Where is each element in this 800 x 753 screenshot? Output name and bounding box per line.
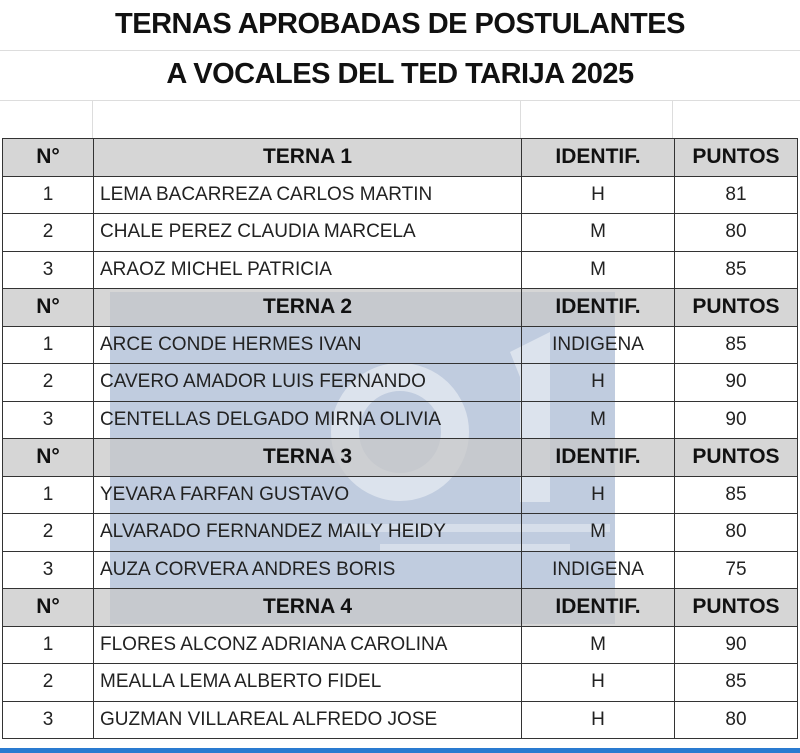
- cell-identification: H: [521, 663, 675, 702]
- cell-identification: H: [521, 175, 675, 214]
- cell-identification: H: [521, 363, 675, 402]
- cell-number: 1: [2, 325, 94, 364]
- cell-number: 3: [2, 400, 94, 439]
- table-row: 3 GUZMAN VILLAREAL ALFREDO JOSE H 80: [2, 700, 798, 739]
- cell-points: 80: [674, 213, 798, 252]
- header-points: PUNTOS: [674, 438, 798, 477]
- header-num: N°: [2, 438, 94, 477]
- cell-points: 85: [674, 475, 798, 514]
- header-ident: IDENTIF.: [521, 438, 675, 477]
- table-row: 2 CAVERO AMADOR LUIS FERNANDO H 90: [2, 363, 798, 402]
- grid-line: [672, 100, 673, 138]
- header-terna: TERNA 3: [93, 438, 522, 477]
- grid-line: [92, 100, 93, 138]
- cell-number: 2: [2, 213, 94, 252]
- table-row: 2 MEALLA LEMA ALBERTO FIDEL H 85: [2, 663, 798, 702]
- header-points: PUNTOS: [674, 138, 798, 177]
- cell-identification: INDIGENA: [521, 550, 675, 589]
- title-line-2: A VOCALES DEL TED TARIJA 2025: [166, 58, 634, 90]
- table-row: 2 ALVARADO FERNANDEZ MAILY HEIDY M 80: [2, 513, 798, 552]
- title-line-1: TERNAS APROBADAS DE POSTULANTES: [115, 8, 685, 40]
- cell-number: 3: [2, 700, 94, 739]
- cell-number: 2: [2, 363, 94, 402]
- cell-points: 90: [674, 363, 798, 402]
- cell-identification: INDIGENA: [521, 325, 675, 364]
- cell-name: GUZMAN VILLAREAL ALFREDO JOSE: [93, 700, 522, 739]
- table-row: 1 FLORES ALCONZ ADRIANA CAROLINA M 90: [2, 625, 798, 664]
- header-num: N°: [2, 288, 94, 327]
- header-terna: TERNA 1: [93, 138, 522, 177]
- divider: [0, 50, 800, 51]
- table-row: 3 CENTELLAS DELGADO MIRNA OLIVIA M 90: [2, 400, 798, 439]
- ternas-table: N° TERNA 1 IDENTIF. PUNTOS 1 LEMA BACARREZA C…: [2, 138, 798, 739]
- table-row: 3 AUZA CORVERA ANDRES BORIS INDIGENA 75: [2, 550, 798, 589]
- terna-header-row: N° TERNA 2 IDENTIF. PUNTOS: [2, 288, 798, 327]
- header-ident: IDENTIF.: [521, 588, 675, 627]
- cell-identification: M: [521, 213, 675, 252]
- header-terna: TERNA 4: [93, 588, 522, 627]
- cell-points: 81: [674, 175, 798, 214]
- cell-points: 85: [674, 663, 798, 702]
- cell-number: 2: [2, 663, 94, 702]
- header-num: N°: [2, 138, 94, 177]
- terna-header-row: N° TERNA 3 IDENTIF. PUNTOS: [2, 438, 798, 477]
- header-ident: IDENTIF.: [521, 138, 675, 177]
- terna-header-row: N° TERNA 1 IDENTIF. PUNTOS: [2, 138, 798, 177]
- cell-points: 90: [674, 400, 798, 439]
- cell-points: 85: [674, 250, 798, 289]
- header-ident: IDENTIF.: [521, 288, 675, 327]
- cell-name: AUZA CORVERA ANDRES BORIS: [93, 550, 522, 589]
- cell-name: ARCE CONDE HERMES IVAN: [93, 325, 522, 364]
- cell-identification: M: [521, 513, 675, 552]
- cell-identification: M: [521, 400, 675, 439]
- bottom-bar: [0, 748, 800, 753]
- header-terna: TERNA 2: [93, 288, 522, 327]
- table-row: 2 CHALE PEREZ CLAUDIA MARCELA M 80: [2, 213, 798, 252]
- cell-name: CHALE PEREZ CLAUDIA MARCELA: [93, 213, 522, 252]
- cell-name: MEALLA LEMA ALBERTO FIDEL: [93, 663, 522, 702]
- cell-number: 1: [2, 625, 94, 664]
- cell-points: 90: [674, 625, 798, 664]
- table-row: 1 ARCE CONDE HERMES IVAN INDIGENA 85: [2, 325, 798, 364]
- header-points: PUNTOS: [674, 588, 798, 627]
- cell-number: 3: [2, 550, 94, 589]
- cell-number: 2: [2, 513, 94, 552]
- cell-name: CAVERO AMADOR LUIS FERNANDO: [93, 363, 522, 402]
- cell-number: 3: [2, 250, 94, 289]
- table-row: 3 ARAOZ MICHEL PATRICIA M 85: [2, 250, 798, 289]
- cell-number: 1: [2, 175, 94, 214]
- cell-points: 85: [674, 325, 798, 364]
- header-points: PUNTOS: [674, 288, 798, 327]
- cell-name: LEMA BACARREZA CARLOS MARTIN: [93, 175, 522, 214]
- grid-line: [520, 100, 521, 138]
- table-row: 1 YEVARA FARFAN GUSTAVO H 85: [2, 475, 798, 514]
- terna-header-row: N° TERNA 4 IDENTIF. PUNTOS: [2, 588, 798, 627]
- cell-identification: M: [521, 625, 675, 664]
- table-row: 1 LEMA BACARREZA CARLOS MARTIN H 81: [2, 175, 798, 214]
- cell-name: YEVARA FARFAN GUSTAVO: [93, 475, 522, 514]
- header-num: N°: [2, 588, 94, 627]
- cell-name: ARAOZ MICHEL PATRICIA: [93, 250, 522, 289]
- cell-number: 1: [2, 475, 94, 514]
- divider: [0, 100, 800, 101]
- cell-identification: M: [521, 250, 675, 289]
- cell-identification: H: [521, 700, 675, 739]
- cell-points: 80: [674, 513, 798, 552]
- cell-name: ALVARADO FERNANDEZ MAILY HEIDY: [93, 513, 522, 552]
- cell-points: 75: [674, 550, 798, 589]
- cell-name: CENTELLAS DELGADO MIRNA OLIVIA: [93, 400, 522, 439]
- cell-points: 80: [674, 700, 798, 739]
- cell-identification: H: [521, 475, 675, 514]
- cell-name: FLORES ALCONZ ADRIANA CAROLINA: [93, 625, 522, 664]
